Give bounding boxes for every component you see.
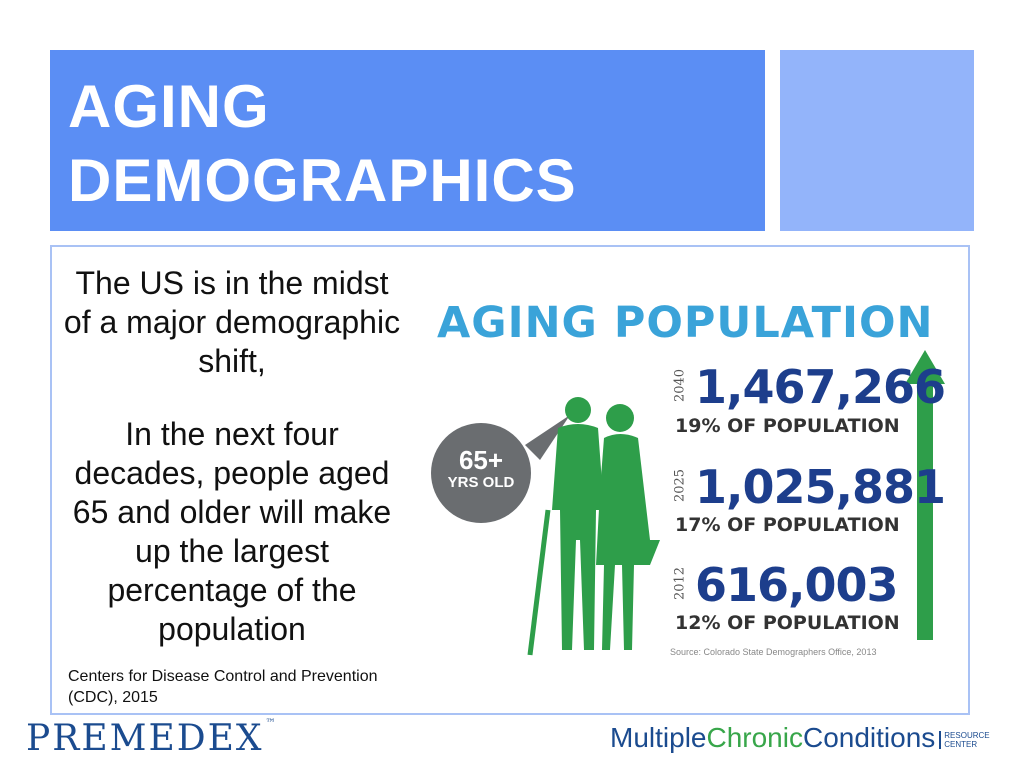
row-number-2025: 1,025,881: [695, 460, 946, 514]
row-percent-2025: 17% OF POPULATION: [675, 514, 900, 536]
elderly-couple-icon: [525, 397, 660, 656]
mcc-logo-part1: Multiple: [610, 722, 707, 753]
slide-title: AGING DEMOGRAPHICS: [68, 70, 577, 218]
mcc-resource-center: RESOURCE CENTER: [939, 730, 990, 749]
title-bar: AGING DEMOGRAPHICS: [50, 50, 765, 231]
row-percent-2040: 19% OF POPULATION: [675, 415, 900, 437]
premedex-logo: PREMEDEX ™: [26, 718, 278, 759]
mcc-logo-part3: Conditions: [802, 722, 936, 753]
mcc-logo-part2: Chronic: [706, 722, 803, 753]
age-bubble-number: 65+: [458, 445, 504, 475]
slide-title-line2: DEMOGRAPHICS: [68, 147, 577, 214]
row-number-2040: 1,467,266: [695, 360, 946, 414]
age-bubble-label: YRS OLD: [447, 474, 515, 491]
source-citation: Centers for Disease Control and Preventi…: [68, 668, 378, 706]
slide-title-line1: AGING: [68, 73, 270, 140]
infographic-title: AGING POPULATION: [437, 298, 934, 348]
infographic-source: Source: Colorado State Demographers Offi…: [670, 647, 877, 657]
age-bubble: 65+ YRS OLD: [431, 423, 531, 523]
body-paragraph-2: In the next four decades, people aged 65…: [72, 416, 392, 647]
premedex-trademark: ™: [265, 718, 278, 729]
row-year-2012: 2012: [672, 566, 688, 601]
title-accent-box: [780, 50, 974, 231]
body-paragraph-1: The US is in the midst of a major demogr…: [63, 265, 401, 379]
mcc-rc-line2: CENTER: [944, 739, 978, 749]
row-year-2025: 2025: [672, 468, 688, 503]
row-percent-2012: 12% OF POPULATION: [675, 612, 900, 634]
premedex-logo-text: PREMEDEX: [26, 718, 264, 759]
row-year-2040: 2040: [672, 368, 688, 403]
growth-arrow-icon: [905, 350, 945, 640]
mcc-rc-line1: RESOURCE: [944, 730, 990, 740]
row-number-2012: 616,003: [695, 558, 899, 612]
mcc-logo: MultipleChronicConditions RESOURCE CENTER: [610, 722, 990, 754]
